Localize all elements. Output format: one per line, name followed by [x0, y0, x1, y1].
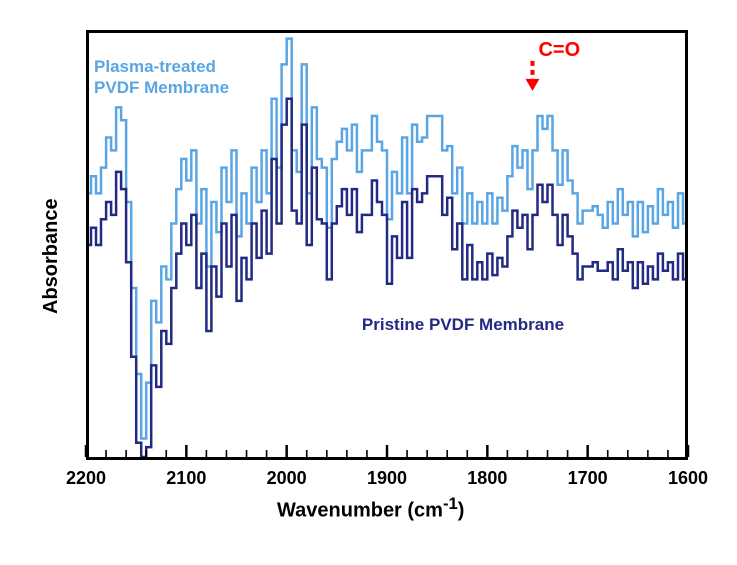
- marker-label-co: C=O: [538, 39, 580, 62]
- ftir-spectrum-chart: Absorbance Wavenumber (cm-1) Plasma-trea…: [0, 0, 737, 565]
- x-tick-label: 1900: [359, 468, 415, 489]
- legend-pristine: Pristine PVDF Membrane: [362, 314, 564, 335]
- x-axis-label-sup: -1: [443, 494, 458, 513]
- x-tick-label: 2000: [259, 468, 315, 489]
- x-tick-label: 1800: [459, 468, 515, 489]
- y-axis-label: Absorbance: [40, 198, 63, 314]
- x-tick-label: 2100: [158, 468, 214, 489]
- x-tick-label: 2200: [58, 468, 114, 489]
- x-axis-label: Wavenumber (cm-1): [277, 494, 464, 523]
- legend-plasma-treated: Plasma-treated PVDF Membrane: [94, 56, 229, 99]
- x-tick-label: 1700: [560, 468, 616, 489]
- x-tick-label: 1600: [660, 468, 716, 489]
- x-axis-label-text: Wavenumber (cm: [277, 500, 443, 522]
- marker-arrow-head-icon: [525, 79, 539, 91]
- x-axis-label-trail: ): [458, 500, 465, 522]
